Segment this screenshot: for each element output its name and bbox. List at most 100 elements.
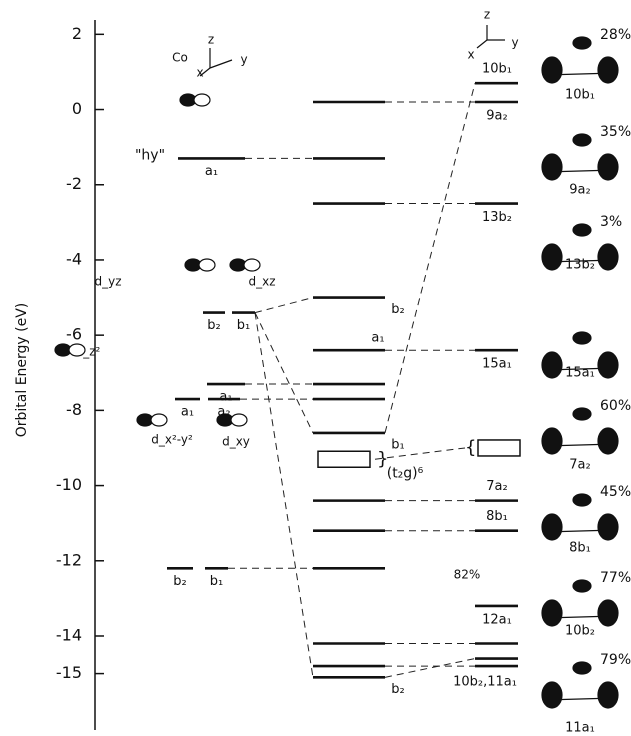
lobe	[598, 428, 618, 454]
annotation: y	[240, 53, 247, 67]
lobe	[542, 244, 562, 270]
lobe	[573, 224, 591, 236]
lobe	[542, 352, 562, 378]
picture-label: 10b₁	[565, 88, 595, 103]
connector	[255, 298, 313, 313]
lobe	[598, 244, 618, 270]
level-label: 9a₂	[486, 109, 507, 124]
picture-label: 13b₂	[565, 258, 595, 273]
level-label: 10b₂,11a₁	[453, 675, 517, 690]
axis-glyph	[210, 60, 232, 68]
y-tick-label: -10	[56, 475, 82, 494]
lobe	[598, 352, 618, 378]
level-label: b₂	[391, 302, 404, 317]
lobe	[542, 682, 562, 708]
annotation: 82%	[454, 568, 481, 582]
connector	[255, 313, 313, 433]
picture-label: 8b₁	[569, 541, 591, 556]
picture-label: 10b₂	[565, 624, 595, 639]
lobe	[542, 154, 562, 180]
percent-label: 77%	[600, 570, 631, 586]
y-tick-label: -4	[66, 249, 82, 268]
t2g-box	[478, 440, 520, 456]
annotation: x	[467, 48, 474, 62]
level-label: b₁	[210, 574, 223, 589]
lobe	[573, 134, 591, 146]
level-label: 12a₁	[482, 612, 512, 627]
lobe	[231, 414, 247, 426]
t2g-label: (t₂g)⁶	[387, 465, 424, 481]
lobe	[598, 514, 618, 540]
annotation: Co	[172, 51, 188, 65]
level-label: b₁	[391, 437, 404, 452]
lobe	[573, 408, 591, 420]
y-tick-label: -2	[66, 174, 82, 193]
lobe	[573, 580, 591, 592]
level-label: b₂	[391, 682, 404, 697]
connector	[255, 313, 313, 678]
lobe	[573, 662, 591, 674]
y-tick-label: -12	[56, 550, 82, 569]
picture-label: 15a₁	[565, 366, 595, 381]
annotation: z	[208, 33, 214, 47]
lobe	[194, 94, 210, 106]
brace: }	[377, 448, 388, 469]
annotation: d_xy	[222, 435, 250, 449]
bracket	[375, 448, 465, 459]
picture-label: 9a₂	[569, 183, 590, 198]
annotation: y	[511, 36, 518, 50]
lobe	[573, 37, 591, 49]
percent-label: 45%	[600, 484, 631, 500]
annotation: z	[484, 8, 490, 22]
lobe	[151, 414, 167, 426]
annotation: d_yz	[94, 275, 121, 289]
lobe	[598, 57, 618, 83]
y-tick-label: -14	[56, 625, 82, 644]
lobe	[598, 682, 618, 708]
lobe	[542, 57, 562, 83]
page: Orbital Energy Diagram {"axis": {"label"…	[0, 0, 631, 736]
lobe	[244, 259, 260, 271]
level-label: a₁	[371, 331, 384, 346]
level-label: 7a₂	[486, 479, 507, 494]
level-label: 10b₁	[482, 62, 512, 77]
t2g-box	[318, 451, 370, 467]
picture-label: 11a₁	[565, 721, 595, 736]
percent-label: 60%	[600, 398, 631, 414]
lobe	[542, 600, 562, 626]
lobe	[199, 259, 215, 271]
percent-label: 28%	[600, 27, 631, 43]
annotation: x	[196, 66, 203, 80]
level-label: 8b₁	[486, 509, 508, 524]
axis-label: Orbital Energy (eV)	[14, 303, 30, 438]
picture-label: 7a₂	[569, 458, 590, 473]
lobe	[573, 494, 591, 506]
level-label: b₂	[173, 574, 186, 589]
brace: {	[465, 437, 476, 458]
level-label: 15a₁	[482, 357, 512, 372]
lobe	[598, 154, 618, 180]
level-label: b₁	[237, 318, 250, 333]
annotation: d_xz	[248, 275, 275, 289]
body: Orbital Energy (eV) 2 0 -2 -4 -6 -8 -10 -12 -14 -…	[0, 0, 631, 736]
y-tick-label: -8	[66, 400, 82, 419]
lobe	[573, 332, 591, 344]
percent-label: 35%	[600, 124, 631, 140]
hy-label: "hy"	[135, 147, 165, 163]
level-label: a₁	[219, 390, 232, 405]
percent-label: 3%	[600, 214, 622, 230]
level-label: a₁	[205, 164, 218, 179]
lobe	[542, 428, 562, 454]
connector	[385, 83, 475, 433]
level-label: a₁	[181, 405, 194, 420]
lobe	[598, 600, 618, 626]
y-tick-label: -15	[56, 663, 82, 682]
level-label: b₂	[207, 318, 220, 333]
y-tick-label: 0	[72, 99, 82, 118]
axis-glyph	[477, 40, 487, 48]
y-tick-label: -6	[66, 325, 82, 344]
percent-label: 79%	[600, 652, 631, 668]
diagram: Orbital Energy (eV) 2 0 -2 -4 -6 -8 -10 -12 -14 -…	[0, 0, 631, 736]
level-label: 13b₂	[482, 210, 512, 225]
y-tick-label: 2	[72, 24, 82, 43]
